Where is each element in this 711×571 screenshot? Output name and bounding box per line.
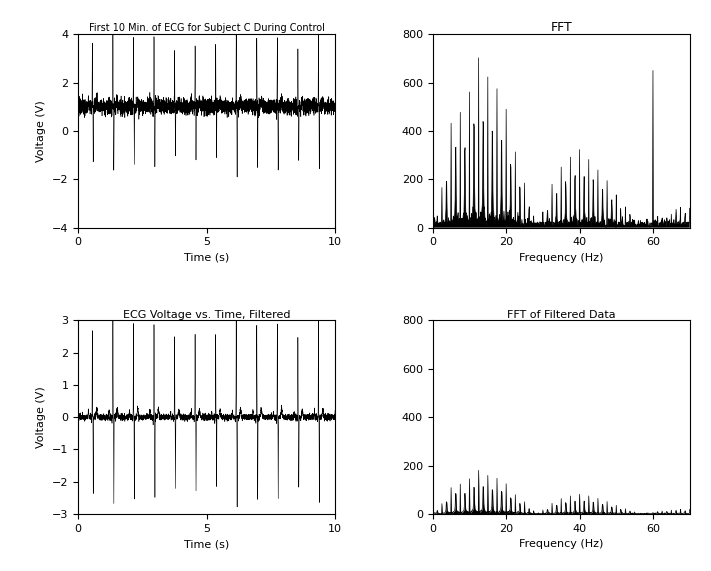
X-axis label: Time (s): Time (s) bbox=[184, 539, 229, 549]
Title: FFT: FFT bbox=[550, 21, 572, 34]
X-axis label: Time (s): Time (s) bbox=[184, 253, 229, 263]
Title: First 10 Min. of ECG for Subject C During Control: First 10 Min. of ECG for Subject C Durin… bbox=[89, 23, 325, 34]
Y-axis label: Voltage (V): Voltage (V) bbox=[36, 100, 46, 162]
Title: FFT of Filtered Data: FFT of Filtered Data bbox=[507, 309, 616, 320]
X-axis label: Frequency (Hz): Frequency (Hz) bbox=[519, 253, 604, 263]
X-axis label: Frequency (Hz): Frequency (Hz) bbox=[519, 539, 604, 549]
Title: ECG Voltage vs. Time, Filtered: ECG Voltage vs. Time, Filtered bbox=[123, 309, 290, 320]
Y-axis label: Voltage (V): Voltage (V) bbox=[36, 387, 46, 448]
